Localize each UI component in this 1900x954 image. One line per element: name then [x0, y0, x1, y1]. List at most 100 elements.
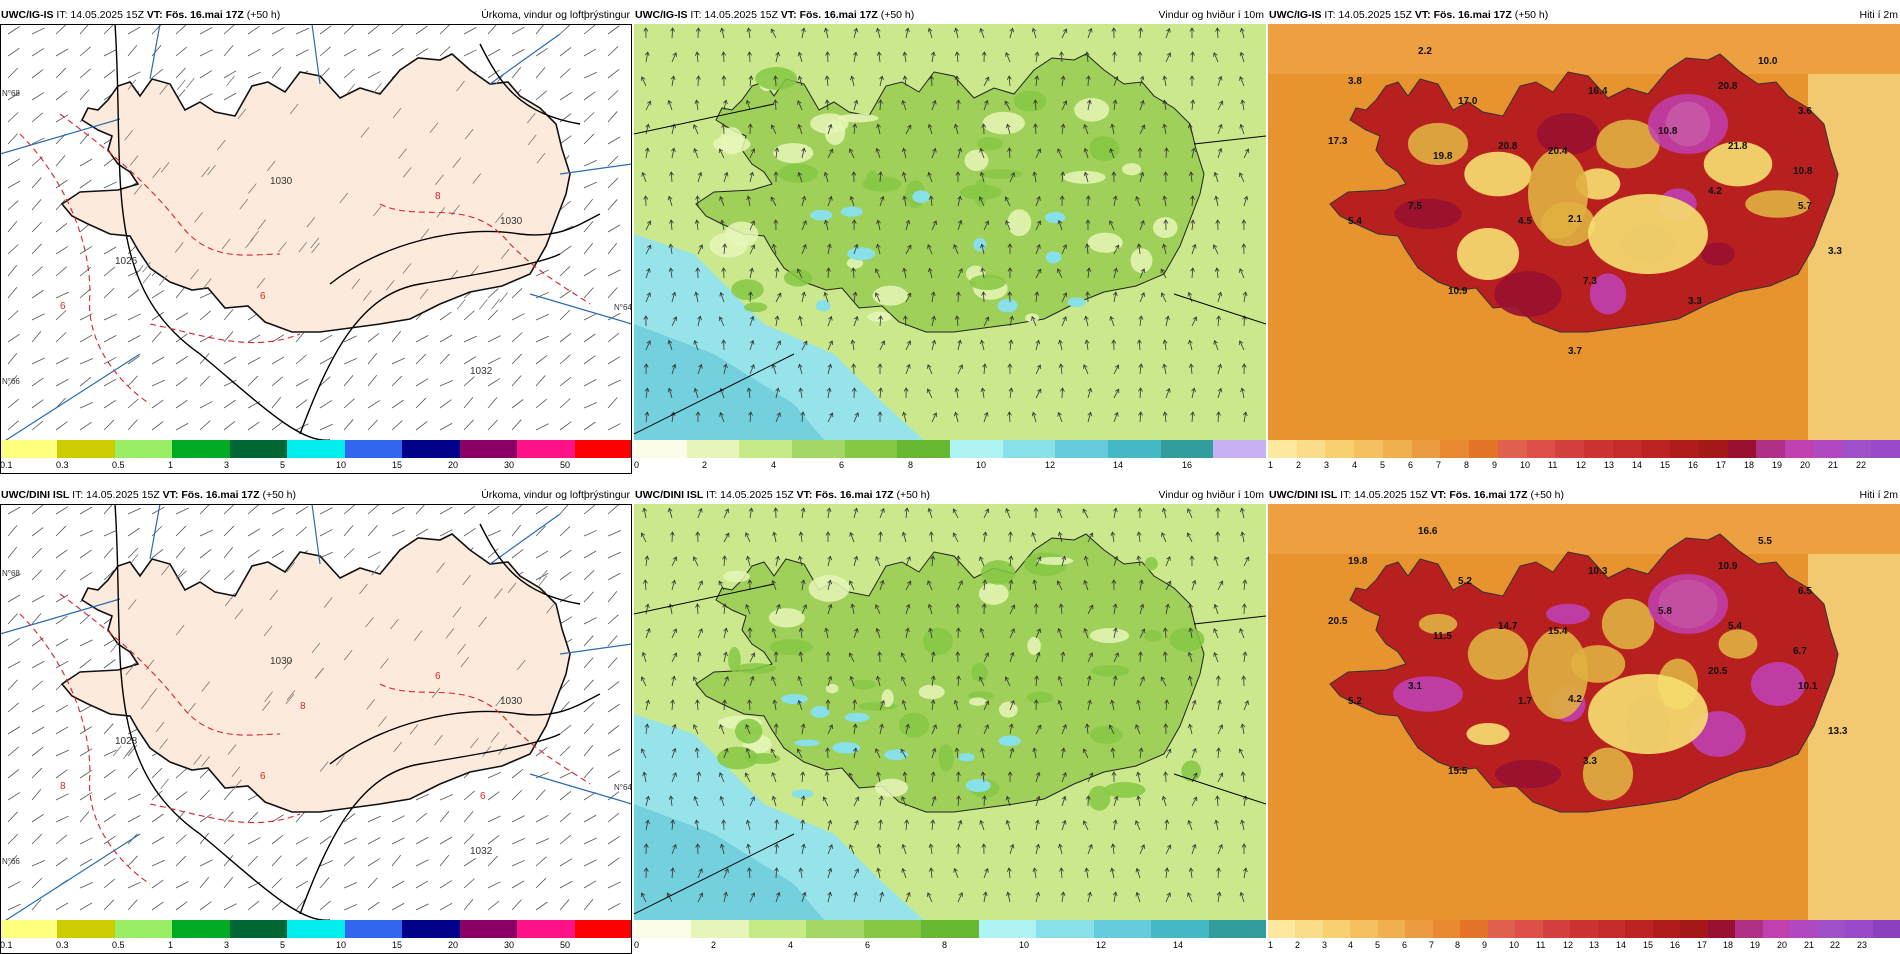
wind-patch — [965, 150, 989, 171]
legend-swatch — [1653, 920, 1680, 938]
legend-swatch — [950, 440, 1003, 458]
legend-tick-label: 3 — [1324, 460, 1329, 471]
temperature-label: 10.8 — [1793, 166, 1813, 177]
temperature-label: 3.3 — [1688, 296, 1702, 307]
temperature-patch — [1528, 149, 1588, 239]
temperature-label: 5.7 — [1798, 201, 1812, 212]
legend-tick-label: 6 — [865, 940, 870, 951]
legend-tick-label: 15 — [1643, 940, 1653, 951]
legend-tick-label: 18 — [1723, 940, 1733, 951]
wind-arrow — [827, 52, 828, 62]
panel-precip-top: UWC/IG-IS IT: 14.05.2025 15Z VT: Fös. 16… — [0, 8, 632, 473]
legend-tick-label: 0 — [634, 940, 639, 951]
color-legend-bar — [0, 440, 632, 458]
legend-swatch — [1728, 440, 1757, 458]
model-name: UWC/DINI ISL — [1269, 489, 1337, 501]
temperature-label: 3.8 — [1348, 76, 1362, 87]
legend-swatch — [921, 920, 978, 938]
temperature-label: 3.6 — [1798, 106, 1812, 117]
legend-tick-label: 10 — [1019, 940, 1029, 951]
legend-swatch — [1670, 440, 1699, 458]
legend-tick-label: 8 — [908, 460, 913, 471]
legend-swatch — [1613, 440, 1642, 458]
wind-patch — [1104, 782, 1145, 798]
it-label: IT: — [1322, 9, 1339, 21]
temperature-label: 5.2 — [1348, 696, 1362, 707]
legend-swatch — [806, 920, 863, 938]
wind-patch — [1037, 557, 1074, 565]
panel-header: UWC/IG-IS IT: 14.05.2025 15Z VT: Fös. 16… — [1268, 8, 1900, 22]
map-area — [634, 24, 1266, 440]
legend-swatch — [1570, 920, 1597, 938]
wind-patch — [1014, 91, 1047, 112]
legend-tick-label: 2 — [1296, 460, 1301, 471]
temperature-label: 10.3 — [1588, 566, 1608, 577]
wind-patch — [862, 176, 901, 191]
temperature-label: 4.2 — [1708, 186, 1722, 197]
legend-tick-label: 16 — [1688, 460, 1698, 471]
legend-tick-label: 14 — [1113, 460, 1123, 471]
gust-patch — [841, 207, 863, 217]
temperature-label: 7.3 — [1583, 276, 1597, 287]
wind-patch — [979, 169, 1023, 178]
legend-tick-label: 0.3 — [56, 940, 69, 951]
valid-time: Fös. 16.mai 17Z — [1434, 9, 1515, 21]
valid-time: Fös. 16.mai 17Z — [181, 489, 262, 501]
temperature-label: 20.4 — [1548, 146, 1568, 157]
legend-swatch — [864, 920, 921, 938]
isotherm-label: 8 — [435, 191, 441, 202]
vt-label: VT: — [781, 9, 800, 21]
legend-tick-label: 20 — [1800, 460, 1810, 471]
temperature-label: 14.7 — [1498, 621, 1518, 632]
legend-swatch — [517, 440, 574, 458]
legend-swatch — [1036, 920, 1093, 938]
legend-tick-label: 21 — [1828, 460, 1838, 471]
temperature-patch — [1468, 628, 1528, 679]
panel-temp-top: UWC/IG-IS IT: 14.05.2025 15Z VT: Fös. 16… — [1268, 8, 1900, 473]
legend-tick-label: 6 — [1408, 460, 1413, 471]
map-area — [634, 504, 1266, 920]
legend-tick-label: 2 — [711, 940, 716, 951]
legend-swatch — [1297, 440, 1326, 458]
legend-swatch — [1161, 440, 1214, 458]
legend-tick-label: 50 — [560, 460, 570, 471]
temperature-patch — [1393, 676, 1463, 711]
panel-title: Vindur og hviður í 10m — [1159, 8, 1264, 22]
legend-tick-label: 1 — [1268, 460, 1273, 471]
legend-tick-label: 20 — [448, 460, 458, 471]
legend-tick-label: 5 — [1375, 940, 1380, 951]
temperature-label: 5.4 — [1348, 216, 1362, 227]
wind-patch — [999, 702, 1018, 718]
isotherm-label: 6 — [480, 791, 486, 802]
legend-tick-label: 7 — [1436, 460, 1441, 471]
temperature-label: 21.8 — [1728, 141, 1748, 152]
valid-time: Fös. 16.mai 17Z — [1449, 489, 1530, 501]
isotherm-label: 6 — [260, 291, 266, 302]
latitude-label: N°64 — [614, 783, 632, 792]
temperature-label: 16.4 — [1588, 86, 1608, 97]
legend-tick-label: 20 — [1777, 940, 1787, 951]
legend-swatch — [0, 440, 57, 458]
legend-tick-label: 9 — [1482, 940, 1487, 951]
temperature-patch — [1394, 199, 1461, 229]
panel-title: Hiti í 2m — [1859, 488, 1898, 502]
legend-tick-label: 10 — [1509, 940, 1519, 951]
legend-swatch — [517, 920, 574, 938]
legend-tick-label: 23 — [1857, 940, 1867, 951]
legend-swatch — [1325, 440, 1354, 458]
legend-tick-label: 6 — [1402, 940, 1407, 951]
temperature-label: 2.2 — [1418, 46, 1432, 57]
init-time: 14.05.2025 15Z — [704, 9, 780, 21]
panel-title: Úrkoma, vindur og loftþrýstingur — [481, 488, 630, 502]
temperature-label: 5.8 — [1658, 606, 1672, 617]
legend-tick-label: 8 — [1464, 460, 1469, 471]
temperature-label: 20.8 — [1498, 141, 1518, 152]
legend-swatch — [460, 920, 517, 938]
latitude-label: N°66 — [2, 857, 20, 866]
isobar-label: 1032 — [470, 846, 493, 857]
temperature-patch — [1494, 271, 1561, 317]
temperature-label: 10.1 — [1798, 681, 1818, 692]
